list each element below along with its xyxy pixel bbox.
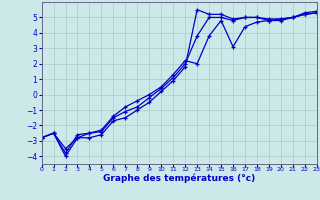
X-axis label: Graphe des températures (°c): Graphe des températures (°c) <box>103 174 255 183</box>
